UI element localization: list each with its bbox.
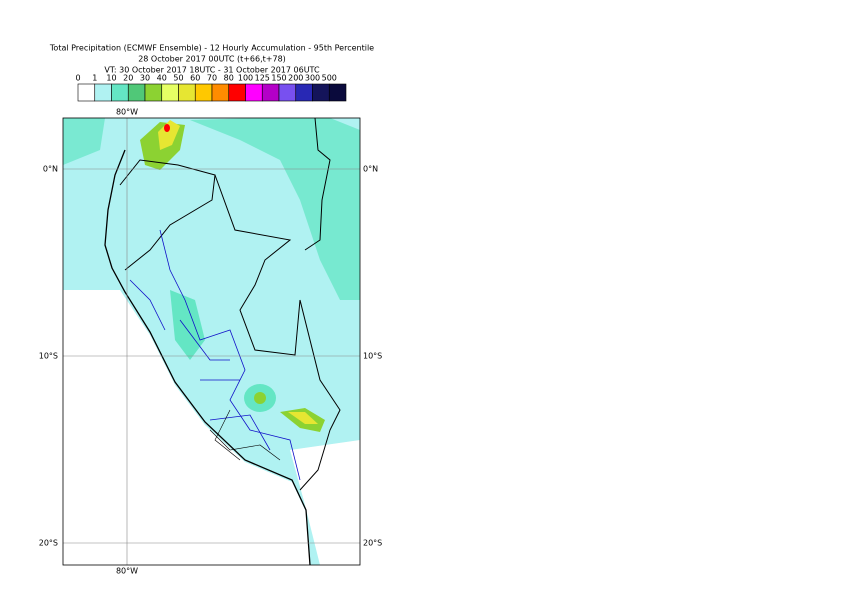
- lat-label: 20°S: [363, 539, 382, 548]
- precip-area: [190, 118, 360, 300]
- legend-label: 200: [288, 74, 303, 83]
- legend-label: 1: [92, 74, 97, 83]
- border: [304, 118, 331, 251]
- lat-label: 0°N: [43, 165, 58, 174]
- precip-area: [254, 392, 266, 404]
- legend-label: 10: [106, 74, 116, 83]
- dry-area: [63, 290, 310, 565]
- lat-label: 0°N: [363, 165, 378, 174]
- legend-swatch: [328, 83, 347, 102]
- legend-swatch: [278, 83, 297, 102]
- legend-swatch: [127, 83, 146, 102]
- title: Total Precipitation (ECMWF Ensemble) - 1…: [49, 44, 374, 53]
- legend-label: 500: [322, 74, 337, 83]
- lon-label: 80°W: [116, 108, 138, 117]
- map-frame: [62, 117, 361, 566]
- legend: 0 1 10 20 30 40 50 60 70 80 100 125 150 200 300 500: [75, 74, 347, 102]
- precip-area: [63, 118, 105, 165]
- legend-swatch: [211, 83, 230, 102]
- legend-label: 150: [271, 74, 286, 83]
- legend-swatch: [94, 83, 112, 102]
- legend-label: 80: [224, 74, 234, 83]
- precip-peak: [164, 124, 170, 132]
- precip-area: [170, 290, 205, 360]
- precip-area: [158, 120, 180, 150]
- legend-label: 60: [190, 74, 200, 83]
- subtitle: 28 October 2017 00UTC (t+66,t+78): [138, 55, 286, 64]
- legend-label: 40: [157, 74, 167, 83]
- legend-swatch: [312, 83, 330, 102]
- legend-swatch: [194, 83, 213, 102]
- lat-label: 10°S: [39, 352, 58, 361]
- dry-area: [290, 440, 360, 565]
- legend-label: 20: [123, 74, 133, 83]
- border: [214, 174, 341, 491]
- admin-border: [209, 409, 281, 461]
- legend-swatch: [111, 83, 129, 102]
- precip-area: [288, 412, 318, 424]
- legend-label: 0: [75, 74, 80, 83]
- legend-swatch: [228, 83, 246, 102]
- legend-swatch: [77, 83, 96, 102]
- admin-border: [129, 229, 301, 481]
- legend-label: 30: [140, 74, 150, 83]
- legend-swatch: [161, 83, 179, 102]
- valid-time: VT: 30 October 2017 18UTC - 31 October 2…: [104, 66, 320, 75]
- legend-label: 100: [238, 74, 253, 83]
- lat-label: 20°S: [39, 539, 58, 548]
- map: [63, 118, 360, 565]
- legend-label: 50: [173, 74, 183, 83]
- lat-label: 10°S: [363, 352, 382, 361]
- legend-label: 300: [305, 74, 320, 83]
- legend-swatch: [245, 83, 263, 102]
- legend-swatch: [144, 83, 163, 102]
- legend-swatch: [295, 83, 313, 102]
- legend-swatch: [261, 83, 280, 102]
- lon-label: 80°W: [116, 567, 138, 576]
- legend-swatch: [178, 83, 196, 102]
- coastline: [104, 149, 311, 565]
- border: [119, 159, 216, 271]
- legend-label: 125: [255, 74, 270, 83]
- legend-label: 70: [207, 74, 217, 83]
